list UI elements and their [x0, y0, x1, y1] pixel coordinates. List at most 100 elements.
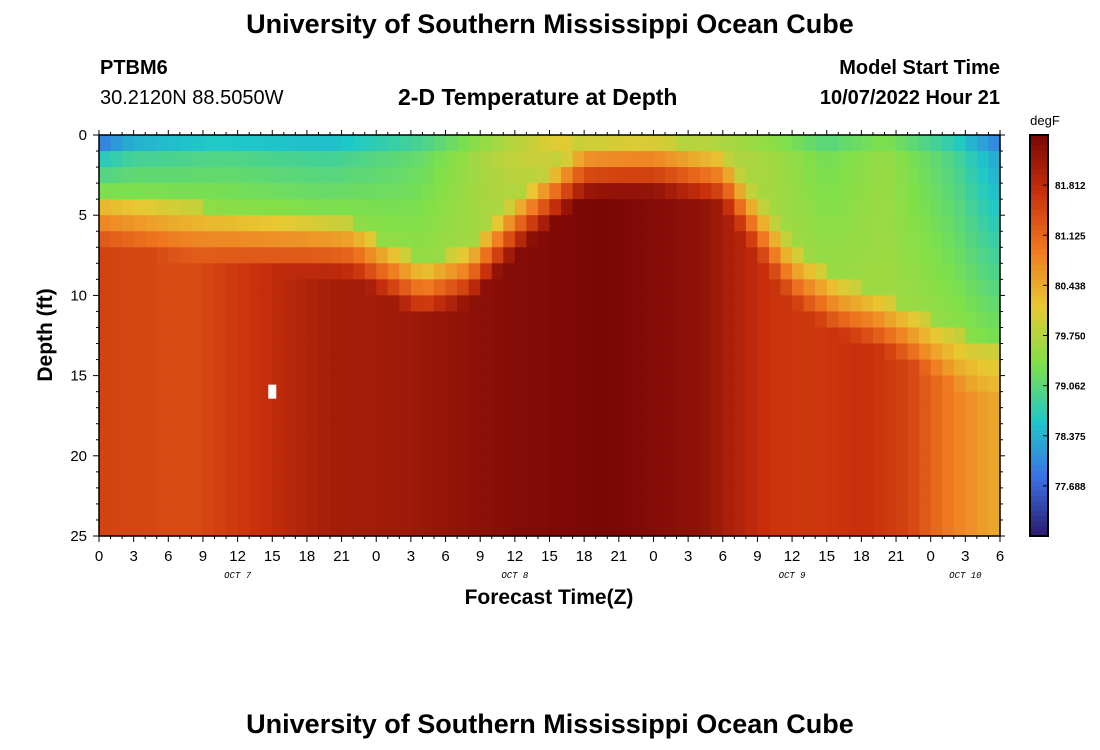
- heatmap-cell: [653, 279, 666, 296]
- heatmap-cell: [514, 247, 527, 264]
- heatmap-cell: [445, 391, 458, 409]
- heatmap-cell: [630, 375, 643, 393]
- heatmap-cell: [514, 135, 527, 152]
- heatmap-cell: [410, 471, 424, 489]
- heatmap-cell: [99, 231, 112, 248]
- heatmap-cell: [341, 199, 354, 216]
- heatmap-cell: [480, 247, 493, 264]
- heatmap-cell: [156, 247, 169, 264]
- heatmap-cell: [653, 471, 666, 489]
- heatmap-cell: [122, 343, 135, 361]
- heatmap-cell: [665, 375, 678, 393]
- heatmap-cell: [410, 263, 424, 280]
- heatmap-cell: [792, 519, 805, 537]
- heatmap-cell: [376, 359, 389, 377]
- heatmap-cell: [526, 247, 539, 264]
- heatmap-cell: [145, 135, 158, 152]
- heatmap-cell: [330, 407, 343, 425]
- heatmap-cell: [480, 343, 493, 361]
- x-tick-label: 3: [407, 548, 415, 565]
- heatmap-cell: [145, 375, 158, 393]
- heatmap-cell: [584, 391, 597, 409]
- heatmap-cell: [872, 439, 886, 457]
- heatmap-cell: [572, 279, 585, 296]
- heatmap-cell: [572, 135, 585, 152]
- heatmap-cell: [341, 215, 354, 232]
- heatmap-cell: [815, 375, 828, 393]
- heatmap-cell: [815, 407, 828, 425]
- heatmap-cell: [711, 295, 724, 313]
- heatmap-cell: [919, 519, 932, 537]
- heatmap-cell: [133, 487, 146, 505]
- heatmap-cell: [330, 231, 343, 248]
- x-tick-label: 3: [684, 548, 692, 565]
- heatmap-cell: [561, 135, 574, 152]
- heatmap-cell: [410, 295, 424, 313]
- heatmap-cell: [122, 391, 135, 409]
- heatmap-cell: [526, 311, 539, 329]
- heatmap-cell: [792, 311, 805, 329]
- heatmap-cell: [457, 263, 470, 280]
- heatmap-cell: [942, 471, 955, 489]
- heatmap-cell: [838, 295, 851, 313]
- heatmap-cell: [768, 375, 782, 393]
- heatmap-cell: [815, 247, 828, 264]
- heatmap-cell: [745, 311, 759, 329]
- heatmap-cell: [318, 503, 331, 521]
- heatmap-cell: [884, 471, 897, 489]
- heatmap-cell: [468, 247, 481, 264]
- heatmap-cell: [665, 199, 678, 216]
- heatmap-cell: [861, 135, 874, 152]
- heatmap-cell: [376, 519, 389, 537]
- heatmap-cell: [780, 375, 793, 393]
- heatmap-cell: [584, 471, 597, 489]
- heatmap-cell: [202, 471, 216, 489]
- x-tick-label: 18: [299, 548, 316, 565]
- heatmap-cell: [665, 327, 678, 345]
- heatmap-cell: [491, 247, 504, 264]
- heatmap-cell: [722, 183, 735, 200]
- heatmap-cell: [896, 455, 909, 473]
- heatmap-cell: [353, 295, 366, 313]
- heatmap-cell: [503, 455, 516, 473]
- heatmap-cell: [688, 279, 701, 296]
- heatmap-cell: [410, 519, 424, 537]
- heatmap-cell: [965, 423, 978, 441]
- heatmap-cell: [838, 471, 851, 489]
- heatmap-cell: [988, 439, 1001, 457]
- heatmap-cell: [930, 167, 943, 184]
- colorbar-swatch: [1030, 485, 1048, 492]
- heatmap-cell: [953, 279, 966, 296]
- heatmap-cell: [768, 423, 782, 441]
- heatmap-cell: [503, 167, 516, 184]
- heatmap-cell: [191, 439, 204, 457]
- heatmap-cell: [699, 199, 712, 216]
- heatmap-cell: [549, 343, 562, 361]
- heatmap-cell: [514, 503, 527, 521]
- heatmap-cell: [503, 263, 516, 280]
- heatmap-cell: [514, 263, 527, 280]
- heatmap-cell: [480, 151, 493, 168]
- heatmap-cell: [572, 423, 585, 441]
- heatmap-cell: [145, 519, 158, 537]
- heatmap-cell: [722, 359, 735, 377]
- heatmap-cell: [907, 519, 920, 537]
- colorbar-swatch: [1030, 155, 1048, 161]
- heatmap-cell: [780, 279, 793, 296]
- heatmap-cell: [226, 519, 239, 537]
- heatmap-cell: [537, 231, 551, 248]
- heatmap-cell: [872, 135, 886, 152]
- heatmap-cell: [780, 519, 793, 537]
- heatmap-cell: [722, 199, 735, 216]
- heatmap-cell: [202, 423, 216, 441]
- heatmap-cell: [826, 263, 839, 280]
- colorbar-swatch: [1030, 315, 1048, 322]
- heatmap-cell: [353, 183, 366, 200]
- heatmap-cell: [260, 311, 273, 329]
- heatmap-cell: [480, 311, 493, 329]
- heatmap-cell: [145, 247, 158, 264]
- heatmap-cell: [768, 263, 782, 280]
- heatmap-cell: [780, 423, 793, 441]
- heatmap-cell: [688, 407, 701, 425]
- heatmap-cell: [122, 375, 135, 393]
